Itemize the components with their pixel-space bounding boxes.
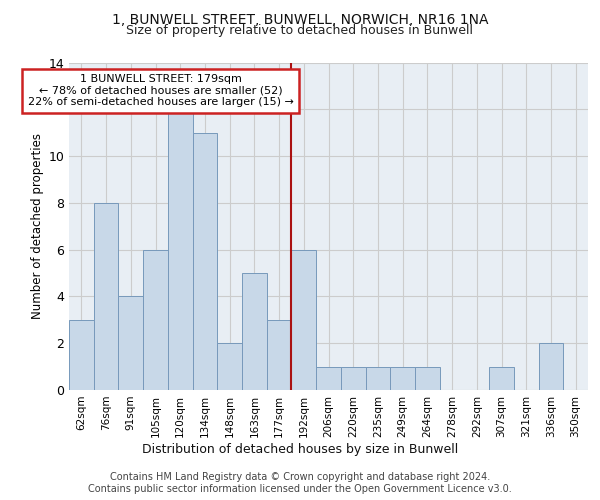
Bar xyxy=(390,366,415,390)
Bar xyxy=(365,366,390,390)
Text: Distribution of detached houses by size in Bunwell: Distribution of detached houses by size … xyxy=(142,442,458,456)
Bar xyxy=(341,366,365,390)
Bar xyxy=(316,366,341,390)
Text: Size of property relative to detached houses in Bunwell: Size of property relative to detached ho… xyxy=(127,24,473,37)
Bar xyxy=(292,250,316,390)
Bar xyxy=(94,203,118,390)
Bar xyxy=(168,110,193,390)
Bar xyxy=(489,366,514,390)
Bar xyxy=(193,132,217,390)
Text: Contains HM Land Registry data © Crown copyright and database right 2024.: Contains HM Land Registry data © Crown c… xyxy=(110,472,490,482)
Y-axis label: Number of detached properties: Number of detached properties xyxy=(31,133,44,320)
Bar xyxy=(242,273,267,390)
Text: 1 BUNWELL STREET: 179sqm
← 78% of detached houses are smaller (52)
22% of semi-d: 1 BUNWELL STREET: 179sqm ← 78% of detach… xyxy=(28,74,293,108)
Bar xyxy=(267,320,292,390)
Bar xyxy=(69,320,94,390)
Bar xyxy=(143,250,168,390)
Bar xyxy=(217,343,242,390)
Text: 1, BUNWELL STREET, BUNWELL, NORWICH, NR16 1NA: 1, BUNWELL STREET, BUNWELL, NORWICH, NR1… xyxy=(112,12,488,26)
Bar xyxy=(539,343,563,390)
Bar xyxy=(118,296,143,390)
Bar xyxy=(415,366,440,390)
Text: Contains public sector information licensed under the Open Government Licence v3: Contains public sector information licen… xyxy=(88,484,512,494)
